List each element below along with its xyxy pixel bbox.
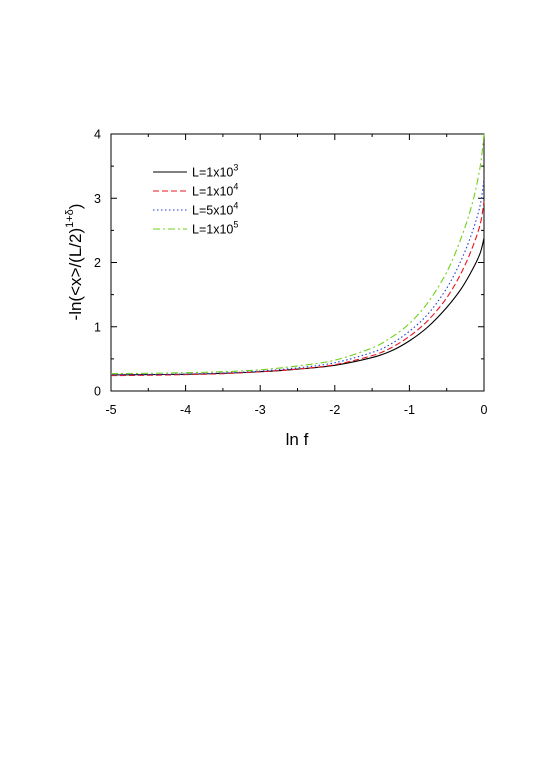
series-line-2 <box>110 201 485 377</box>
x-axis: -5 -4 -3 -2 -1 0 <box>105 134 488 417</box>
legend-label-exponent: 3 <box>233 163 238 173</box>
svg-text:-ln(<x>/(L/2)1+δ): -ln(<x>/(L/2)1+δ) <box>64 204 85 321</box>
legend-label-text: L=5x10 <box>192 204 233 218</box>
y-tick-label: 4 <box>94 128 101 142</box>
y-axis-label-superscript: 1+δ <box>64 209 76 228</box>
y-tick-label: 2 <box>94 256 101 270</box>
legend-label-4: L=1x105 <box>192 220 238 237</box>
legend-label-exponent: 5 <box>233 220 238 230</box>
x-tick-label: 0 <box>481 403 488 417</box>
series-line-1 <box>110 237 485 376</box>
x-tick-label: -1 <box>404 403 415 417</box>
legend-label-text: L=1x10 <box>192 185 233 199</box>
y-tick-label: 1 <box>94 320 101 334</box>
x-tick-label: -4 <box>180 403 191 417</box>
x-tick-label: -3 <box>255 403 266 417</box>
series-line-3 <box>110 178 485 376</box>
series-layer <box>110 133 485 377</box>
y-axis-label-base: -ln(<x>/(L/2) <box>66 228 85 321</box>
y-tick-label: 3 <box>94 192 101 206</box>
legend-label-2: L=1x104 <box>192 182 238 199</box>
legend-label-text: L=1x10 <box>192 166 233 180</box>
x-tick-label: -2 <box>329 403 340 417</box>
legend-label-1: L=1x103 <box>192 163 238 180</box>
y-axis-label: -ln(<x>/(L/2)1+δ) <box>64 204 85 321</box>
y-tick-label: 0 <box>94 385 101 399</box>
x-tick-label: -5 <box>105 403 116 417</box>
legend-label-exponent: 4 <box>233 182 238 192</box>
y-axis-label-close: ) <box>66 204 85 210</box>
legend-label-exponent: 4 <box>233 201 238 211</box>
series-line-4 <box>110 133 485 375</box>
y-axis: 0 1 2 3 4 <box>94 128 484 399</box>
x-axis-label: ln f <box>286 430 309 449</box>
legend-label-3: L=5x104 <box>192 201 238 218</box>
legend-label-text: L=1x10 <box>192 223 233 237</box>
